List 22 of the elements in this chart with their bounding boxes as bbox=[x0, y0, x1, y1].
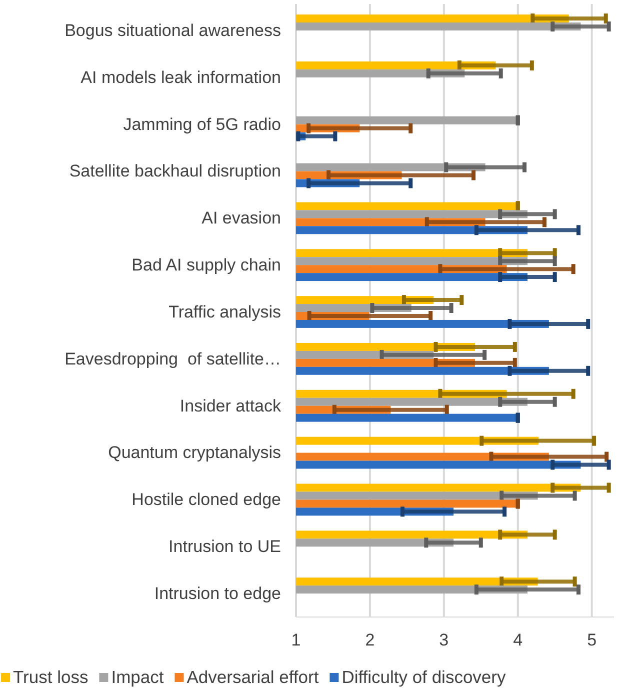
y-tick-label: Intrusion to UE bbox=[168, 537, 281, 556]
legend-label: Impact bbox=[111, 667, 164, 687]
y-tick-label: Quantum cryptanalysis bbox=[108, 443, 281, 462]
y-tick-label: Insider attack bbox=[180, 396, 282, 416]
y-tick-label: AI models leak information bbox=[80, 68, 281, 87]
legend-label: Adversarial effort bbox=[186, 667, 319, 687]
y-tick-label: Bad AI supply chain bbox=[132, 256, 281, 275]
y-tick-label: Hostile cloned edge bbox=[132, 490, 281, 510]
x-tick-label: 2 bbox=[365, 630, 375, 650]
y-tick-label: Satellite backhaul disruption bbox=[69, 162, 281, 181]
y-tick-label: AI evasion bbox=[202, 208, 281, 228]
y-tick-label: Jamming of 5G radio bbox=[123, 114, 281, 134]
x-tick-label: 1 bbox=[291, 630, 301, 650]
y-tick-label: Intrusion to edge bbox=[154, 584, 281, 603]
y-tick-label: Eavesdropping of satellite… bbox=[64, 349, 281, 368]
legend-label: Difficulty of discovery bbox=[342, 667, 506, 687]
x-tick-label: 4 bbox=[513, 630, 523, 650]
y-tick-label: Traffic analysis bbox=[168, 302, 281, 322]
y-tick-label: Bogus situational awareness bbox=[64, 20, 281, 40]
legend-label: Trust loss bbox=[13, 667, 88, 687]
x-tick-label: 3 bbox=[439, 630, 449, 650]
x-tick-label: 5 bbox=[587, 630, 597, 650]
